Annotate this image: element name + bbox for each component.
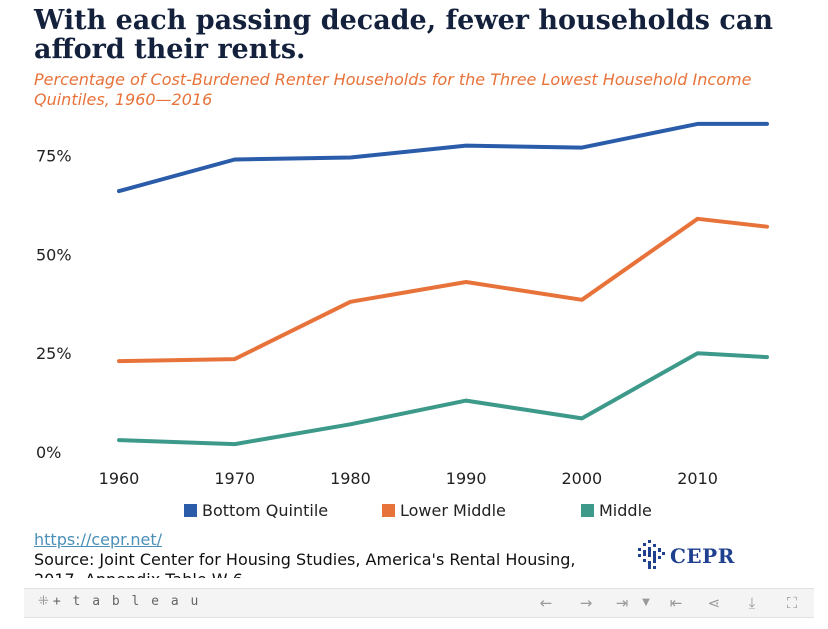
y-tick-label: 25% bbox=[36, 344, 72, 363]
x-tick-label: 1970 bbox=[214, 469, 255, 488]
series-line-middle[interactable] bbox=[117, 351, 769, 447]
cepr-logo-text: CEPR bbox=[670, 544, 735, 568]
fullscreen-icon[interactable]: ⛶ bbox=[786, 594, 798, 612]
legend-swatch-middle bbox=[581, 504, 594, 517]
x-tick-label: 2000 bbox=[561, 469, 602, 488]
tableau-logo-icon: ⁜ bbox=[38, 594, 51, 609]
chart-title: With each passing decade, fewer househol… bbox=[34, 5, 773, 65]
cepr-logo[interactable]: CEPR bbox=[636, 538, 735, 574]
legend-swatch-lower-middle bbox=[382, 504, 395, 517]
y-tick-label: 0% bbox=[36, 443, 61, 462]
x-tick-label: 1980 bbox=[330, 469, 371, 488]
legend-swatch-bottom-quintile bbox=[184, 504, 197, 517]
x-tick-label: 1960 bbox=[99, 469, 140, 488]
legend-label-lower-middle: Lower Middle bbox=[400, 501, 506, 520]
series-line-bottom-quintile[interactable] bbox=[117, 121, 769, 194]
legend-item-middle[interactable]: Middle bbox=[581, 501, 652, 520]
chart-subtitle: Percentage of Cost-Burdened Renter House… bbox=[34, 70, 752, 109]
redo-icon[interactable]: → bbox=[579, 594, 593, 612]
legend-item-lower-middle[interactable]: Lower Middle bbox=[382, 501, 506, 520]
undo-icon[interactable]: ← bbox=[539, 594, 553, 612]
share-icon[interactable]: ⋖ bbox=[707, 594, 721, 612]
tableau-brand[interactable]: ⁜ + t a b l e a u bbox=[38, 594, 200, 609]
tableau-toolbar: ⁜ + t a b l e a u ← → ⇥ ▼ ⇤ ⋖ ⤓ ⛶ bbox=[24, 588, 814, 618]
revert-icon[interactable]: ⇥ bbox=[615, 594, 629, 612]
cepr-logo-icon bbox=[638, 540, 665, 569]
legend: Bottom Quintile Lower Middle Middle bbox=[0, 501, 828, 525]
legend-label-middle: Middle bbox=[599, 501, 652, 520]
legend-item-bottom-quintile[interactable]: Bottom Quintile bbox=[184, 501, 328, 520]
first-icon[interactable]: ⇤ bbox=[669, 594, 683, 612]
source-text: Source: Joint Center for Housing Studies… bbox=[34, 550, 576, 578]
y-tick-label: 75% bbox=[36, 147, 72, 166]
source-link[interactable]: https://cepr.net/ bbox=[34, 530, 162, 549]
series-line-lower-middle[interactable] bbox=[117, 216, 769, 364]
x-tick-label: 1990 bbox=[446, 469, 487, 488]
line-chart: 0% 25% 50% 75% 1960 1970 1980 1990 2000 2010 bbox=[36, 121, 769, 488]
tableau-brand-label: + t a b l e a u bbox=[52, 594, 201, 609]
download-icon[interactable]: ⤓ bbox=[748, 594, 756, 612]
x-tick-label: 2010 bbox=[677, 469, 718, 488]
y-tick-label: 50% bbox=[36, 245, 72, 264]
dropdown-icon[interactable]: ▼ bbox=[642, 597, 650, 608]
legend-label-bottom-quintile: Bottom Quintile bbox=[202, 501, 329, 520]
